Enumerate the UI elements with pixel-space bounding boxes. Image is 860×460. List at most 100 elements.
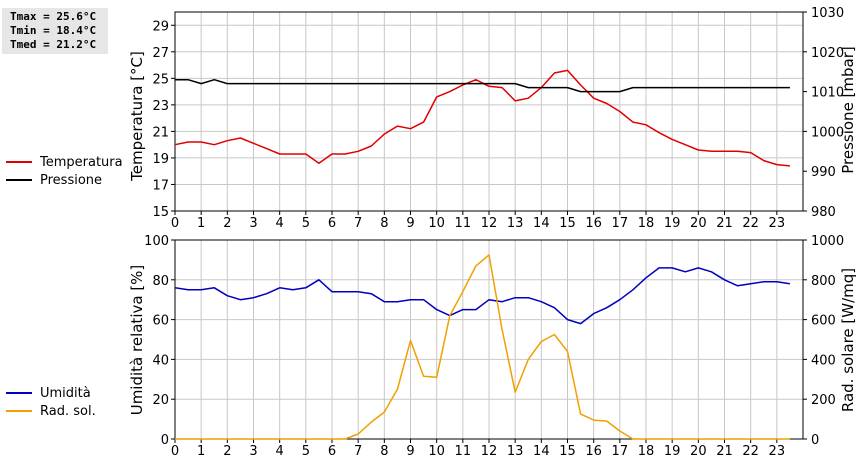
bottom-series-primary-line: [174, 267, 791, 325]
top-y2tick-label: 1030: [811, 6, 844, 21]
legend-bottom: Umidità Rad. sol.: [6, 384, 96, 420]
top-xtick-label: 13: [507, 216, 524, 231]
bottom-xtick-label: 18: [638, 444, 655, 459]
bottom-ylabel: Umidità relativa [%]: [128, 265, 146, 416]
top-xtick-label: 4: [276, 216, 284, 231]
bottom-xtick-label: 23: [769, 444, 786, 459]
top-xtick-label: 12: [481, 216, 498, 231]
top-xtick-label: 22: [742, 216, 759, 231]
legend-top: Temperatura Pressione: [6, 153, 123, 189]
top-y2tick-label: 990: [811, 165, 836, 180]
bottom-panel: 0 1 2 3 4 5 6 7 8 9 10 11 12 13 14 15 16 17 18 19 20 21 22 2302…: [144, 234, 844, 459]
bottom-xtick-label: 19: [664, 444, 681, 459]
top-xtick-label: 9: [406, 216, 414, 231]
legend-label-umidita: Umidità: [40, 385, 91, 401]
bottom-xtick-label: 9: [406, 444, 414, 459]
bottom-xtick-label: 16: [585, 444, 602, 459]
top-xtick-label: 18: [638, 216, 655, 231]
bottom-xtick-label: 6: [328, 444, 336, 459]
legend-swatch-radiazione: [6, 410, 32, 412]
top-xtick-label: 0: [171, 216, 179, 231]
top-xtick-label: 11: [455, 216, 472, 231]
tmed-text: Tmed = 21.2°C: [10, 38, 97, 51]
top-series-secondary-line: [175, 78, 790, 93]
top-ytick-label: 15: [152, 205, 169, 220]
bottom-xtick-label: 20: [690, 444, 707, 459]
top-xtick-label: 10: [428, 216, 445, 231]
top-y2tick-label: 1000: [811, 125, 844, 140]
top-ytick-label: 19: [152, 152, 169, 167]
bottom-xtick-label: 10: [428, 444, 445, 459]
bottom-xtick-label: 14: [533, 444, 550, 459]
top-ytick-label: 21: [152, 125, 169, 140]
top-xtick-label: 14: [533, 216, 550, 231]
stats-box: Tmax = 25.6°C Tmin = 18.4°C Tmed = 21.2°…: [2, 8, 108, 54]
bottom-xtick-label: 4: [276, 444, 284, 459]
bottom-ytick-label: 80: [152, 274, 169, 289]
top-xtick-label: 16: [585, 216, 602, 231]
bottom-xtick-label: 11: [455, 444, 472, 459]
bottom-ytick-label: 100: [144, 234, 169, 249]
top-y2label: Pressione [mbar]: [839, 46, 857, 174]
top-xtick-label: 5: [302, 216, 310, 231]
bottom-y2tick-label: 1000: [811, 234, 844, 249]
legend-label-temperatura: Temperatura: [40, 154, 123, 170]
top-xtick-label: 8: [380, 216, 388, 231]
bottom-xtick-label: 0: [171, 444, 179, 459]
top-y2tick-label: 1020: [811, 46, 844, 61]
top-xtick-label: 23: [769, 216, 786, 231]
bottom-xtick-label: 22: [742, 444, 759, 459]
bottom-xtick-label: 3: [249, 444, 257, 459]
bottom-xtick-label: 2: [223, 444, 231, 459]
top-ytick-label: 17: [152, 178, 169, 193]
legend-swatch-umidita: [6, 392, 32, 394]
top-ytick-label: 29: [152, 19, 169, 34]
top-xtick-label: 7: [354, 216, 362, 231]
bottom-xtick-label: 8: [380, 444, 388, 459]
bottom-y2tick-label: 800: [811, 274, 836, 289]
bottom-series-secondary-line: [175, 254, 790, 440]
tmin-text: Tmin = 18.4°C: [10, 24, 97, 37]
top-xtick-label: 19: [664, 216, 681, 231]
top-xtick-label: 21: [716, 216, 733, 231]
top-xtick-label: 15: [559, 216, 576, 231]
top-xtick-label: 20: [690, 216, 707, 231]
top-ytick-label: 23: [152, 99, 169, 114]
bottom-y2tick-label: 400: [811, 353, 836, 368]
legend-item-umidita: Umidità: [6, 384, 96, 402]
bottom-ytick-label: 40: [152, 353, 169, 368]
bottom-y2tick-label: 0: [811, 433, 819, 448]
top-y2tick-label: 1010: [811, 86, 844, 101]
legend-swatch-pressione: [6, 179, 32, 181]
bottom-ytick-label: 20: [152, 393, 169, 408]
bottom-xtick-label: 7: [354, 444, 362, 459]
top-xtick-label: 6: [328, 216, 336, 231]
top-panel: 0 1 2 3 4 5 6 7 8 9 10 11 12 13 14 15 16 17 18 19 20 21 22 2315…: [152, 6, 844, 231]
bottom-y2tick-label: 600: [811, 314, 836, 329]
top-ylabel: Temperatura [°C]: [128, 51, 146, 182]
bottom-xtick-label: 15: [559, 444, 576, 459]
bottom-ytick-label: 0: [161, 433, 169, 448]
legend-label-pressione: Pressione: [40, 172, 103, 188]
top-xtick-label: 1: [197, 216, 205, 231]
bottom-xtick-label: 17: [612, 444, 629, 459]
legend-item-temperatura: Temperatura: [6, 153, 123, 171]
bottom-xtick-label: 12: [481, 444, 498, 459]
top-xtick-label: 3: [249, 216, 257, 231]
bottom-xtick-label: 13: [507, 444, 524, 459]
tmax-text: Tmax = 25.6°C: [10, 10, 97, 23]
top-xtick-label: 17: [612, 216, 629, 231]
bottom-xtick-label: 5: [302, 444, 310, 459]
bottom-y2tick-label: 200: [811, 393, 836, 408]
bottom-xtick-label: 1: [197, 444, 205, 459]
legend-item-pressione: Pressione: [6, 171, 123, 189]
bottom-ytick-label: 60: [152, 314, 169, 329]
top-xtick-label: 2: [223, 216, 231, 231]
legend-item-radiazione: Rad. sol.: [6, 402, 96, 420]
legend-swatch-temperatura: [6, 161, 32, 163]
top-y2tick-label: 980: [811, 205, 836, 220]
bottom-xtick-label: 21: [716, 444, 733, 459]
top-ytick-label: 27: [152, 46, 169, 61]
top-series-primary-line: [174, 69, 790, 167]
